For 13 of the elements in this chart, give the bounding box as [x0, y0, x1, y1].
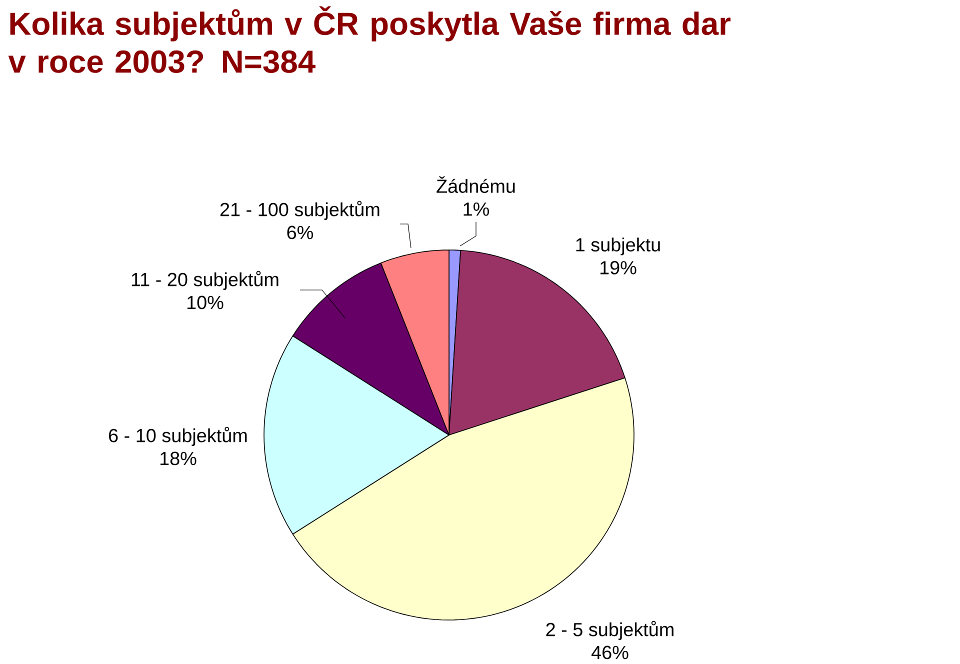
slice-label: 21 - 100 subjektům	[220, 200, 380, 220]
data-label: 18%	[160, 452, 196, 466]
slice-label: 2 - 5 subjektům	[546, 620, 674, 640]
data-label: 19%	[600, 260, 636, 274]
slice-label: 1 subjektu	[576, 238, 660, 256]
slice-label: 6 - 10 subjektům	[108, 426, 247, 446]
data-label: 10%	[187, 296, 224, 310]
chart-title: Kolika subjektům v ČR poskytla Vaše firma dar v roce 2003? N=384	[8, 6, 731, 73]
data-label: 1%	[464, 202, 489, 216]
data-label: 6%	[287, 226, 313, 240]
slice-label: Žádnému	[436, 176, 515, 193]
data-label: 46%	[591, 646, 628, 660]
slice-label: 11 - 20 subjektům	[132, 270, 278, 290]
